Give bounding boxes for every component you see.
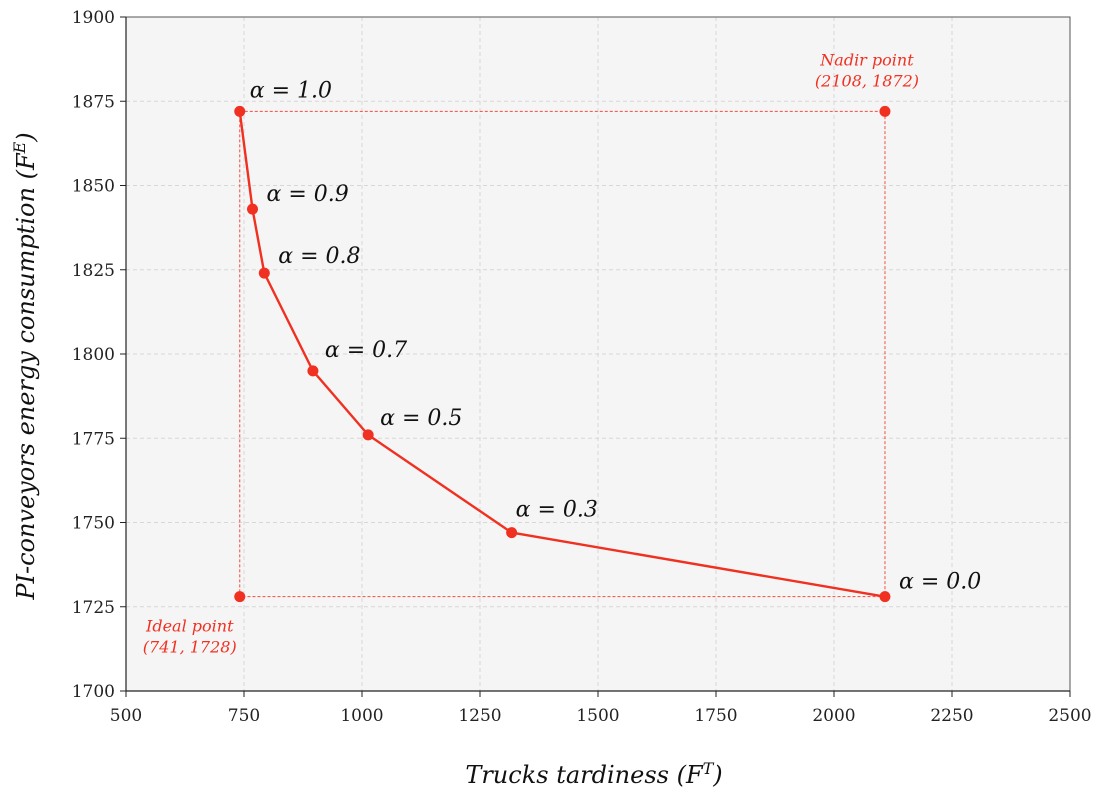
y-tick-label: 1750	[72, 514, 115, 534]
x-tick-label: 1750	[694, 706, 737, 726]
data-point	[879, 591, 891, 603]
y-tick-label: 1700	[72, 682, 115, 702]
x-tick-label: 750	[228, 706, 260, 726]
y-tick-label: 1800	[72, 345, 115, 365]
reference-point-name: Ideal point	[145, 617, 234, 636]
x-tick-label: 1500	[576, 706, 619, 726]
x-tick-label: 1000	[340, 706, 383, 726]
x-tick-label: 2250	[930, 706, 973, 726]
y-axis-title: PI-conveyors energy consumption (FE)	[10, 132, 41, 600]
point-labels: α = 1.0 α = 0.9 α = 0.8 α = 0.7 α = 0.5 α = 0…	[250, 78, 981, 594]
x-tick-label: 2000	[812, 706, 855, 726]
y-tick-label: 1875	[72, 92, 115, 112]
data-point	[246, 203, 258, 215]
reference-rectangle	[239, 110, 886, 598]
reference-point-coords: (2108, 1872)	[815, 71, 919, 90]
series	[234, 105, 891, 603]
data-label: α = 0.9	[266, 182, 348, 207]
reference-point	[879, 105, 891, 117]
x-tick-label: 500	[110, 706, 142, 726]
y-tick-label: 1825	[72, 261, 115, 281]
y-tick-label: 1900	[72, 8, 115, 28]
data-point	[234, 105, 246, 117]
reference-point	[234, 591, 246, 603]
data-point	[258, 267, 270, 279]
data-label: α = 0.3	[516, 498, 598, 523]
x-axis-title: Trucks tardiness (FT)	[465, 759, 722, 790]
reference-box: Ideal point (741, 1728) Nadir point (2108, …	[143, 50, 919, 656]
data-label: α = 0.0	[899, 570, 981, 595]
data-label: α = 0.8	[278, 244, 360, 269]
x-tick-label: 1250	[458, 706, 501, 726]
x-tick-label: 2500	[1048, 706, 1091, 726]
data-point	[506, 527, 518, 539]
data-point	[307, 365, 319, 377]
reference-point-name: Nadir point	[819, 50, 914, 69]
data-point	[362, 429, 374, 441]
data-label: α = 1.0	[250, 78, 332, 103]
y-tick-label: 1850	[72, 177, 115, 197]
y-tick-label: 1775	[72, 429, 115, 449]
data-label: α = 0.7	[325, 338, 407, 363]
reference-point-coords: (741, 1728)	[143, 638, 237, 657]
data-label: α = 0.5	[380, 406, 462, 431]
y-tick-label: 1725	[72, 598, 115, 618]
axes: 500 750 1000 1250 1500 1750 2000 2250 2500 1700 17…	[72, 8, 1092, 726]
